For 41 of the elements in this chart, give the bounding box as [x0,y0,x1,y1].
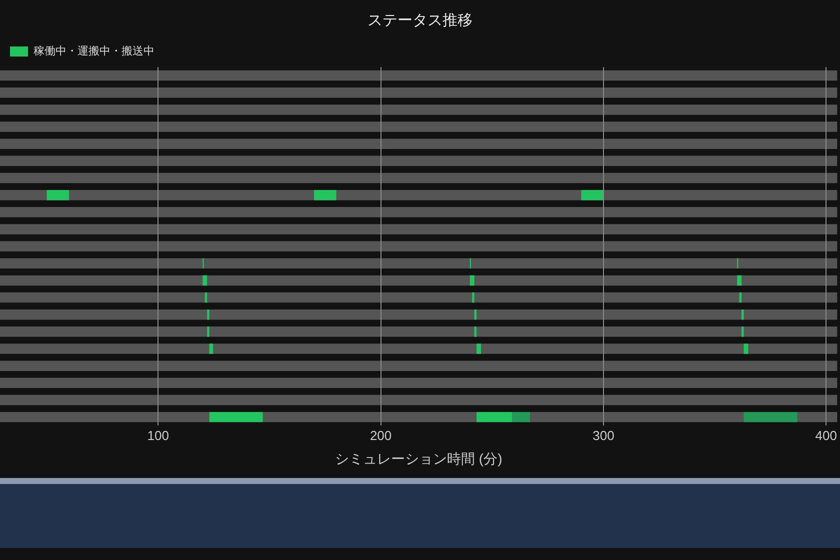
x-tick-label: 300 [592,428,614,443]
bar [0,172,838,184]
bar [737,275,742,286]
bar [512,412,530,422]
bar [0,394,838,406]
bar [0,190,838,200]
bar [0,70,838,81]
bar [470,275,474,286]
bar [0,156,838,166]
bar [581,190,604,200]
bar [476,412,512,422]
bar [744,412,798,422]
bar [202,275,208,286]
bar [0,326,838,337]
bar [0,258,838,268]
legend-label: 稼働中・運搬中・搬送中 [34,44,154,58]
bar [476,344,481,354]
bar [0,275,838,286]
bar [0,241,838,252]
bar [474,326,477,337]
x-axis-title: シミュレーション時間 (分) [335,450,502,466]
bar [0,224,838,234]
bar [0,87,838,98]
bar [0,104,838,115]
x-tick-label: 400 [815,428,838,443]
bar [0,309,838,320]
bar [209,412,263,422]
bar [0,360,838,371]
bar [209,344,214,354]
bar [0,122,838,132]
bar [744,344,748,354]
bar [0,207,838,218]
bar [0,378,838,388]
bar [0,344,838,354]
bar [314,190,336,200]
bar [0,138,838,149]
bar [0,292,838,303]
bar [46,190,70,200]
x-tick-label: 200 [370,428,392,443]
chart-title: ステータス推移 [368,12,472,30]
x-tick-label: 100 [147,428,169,443]
